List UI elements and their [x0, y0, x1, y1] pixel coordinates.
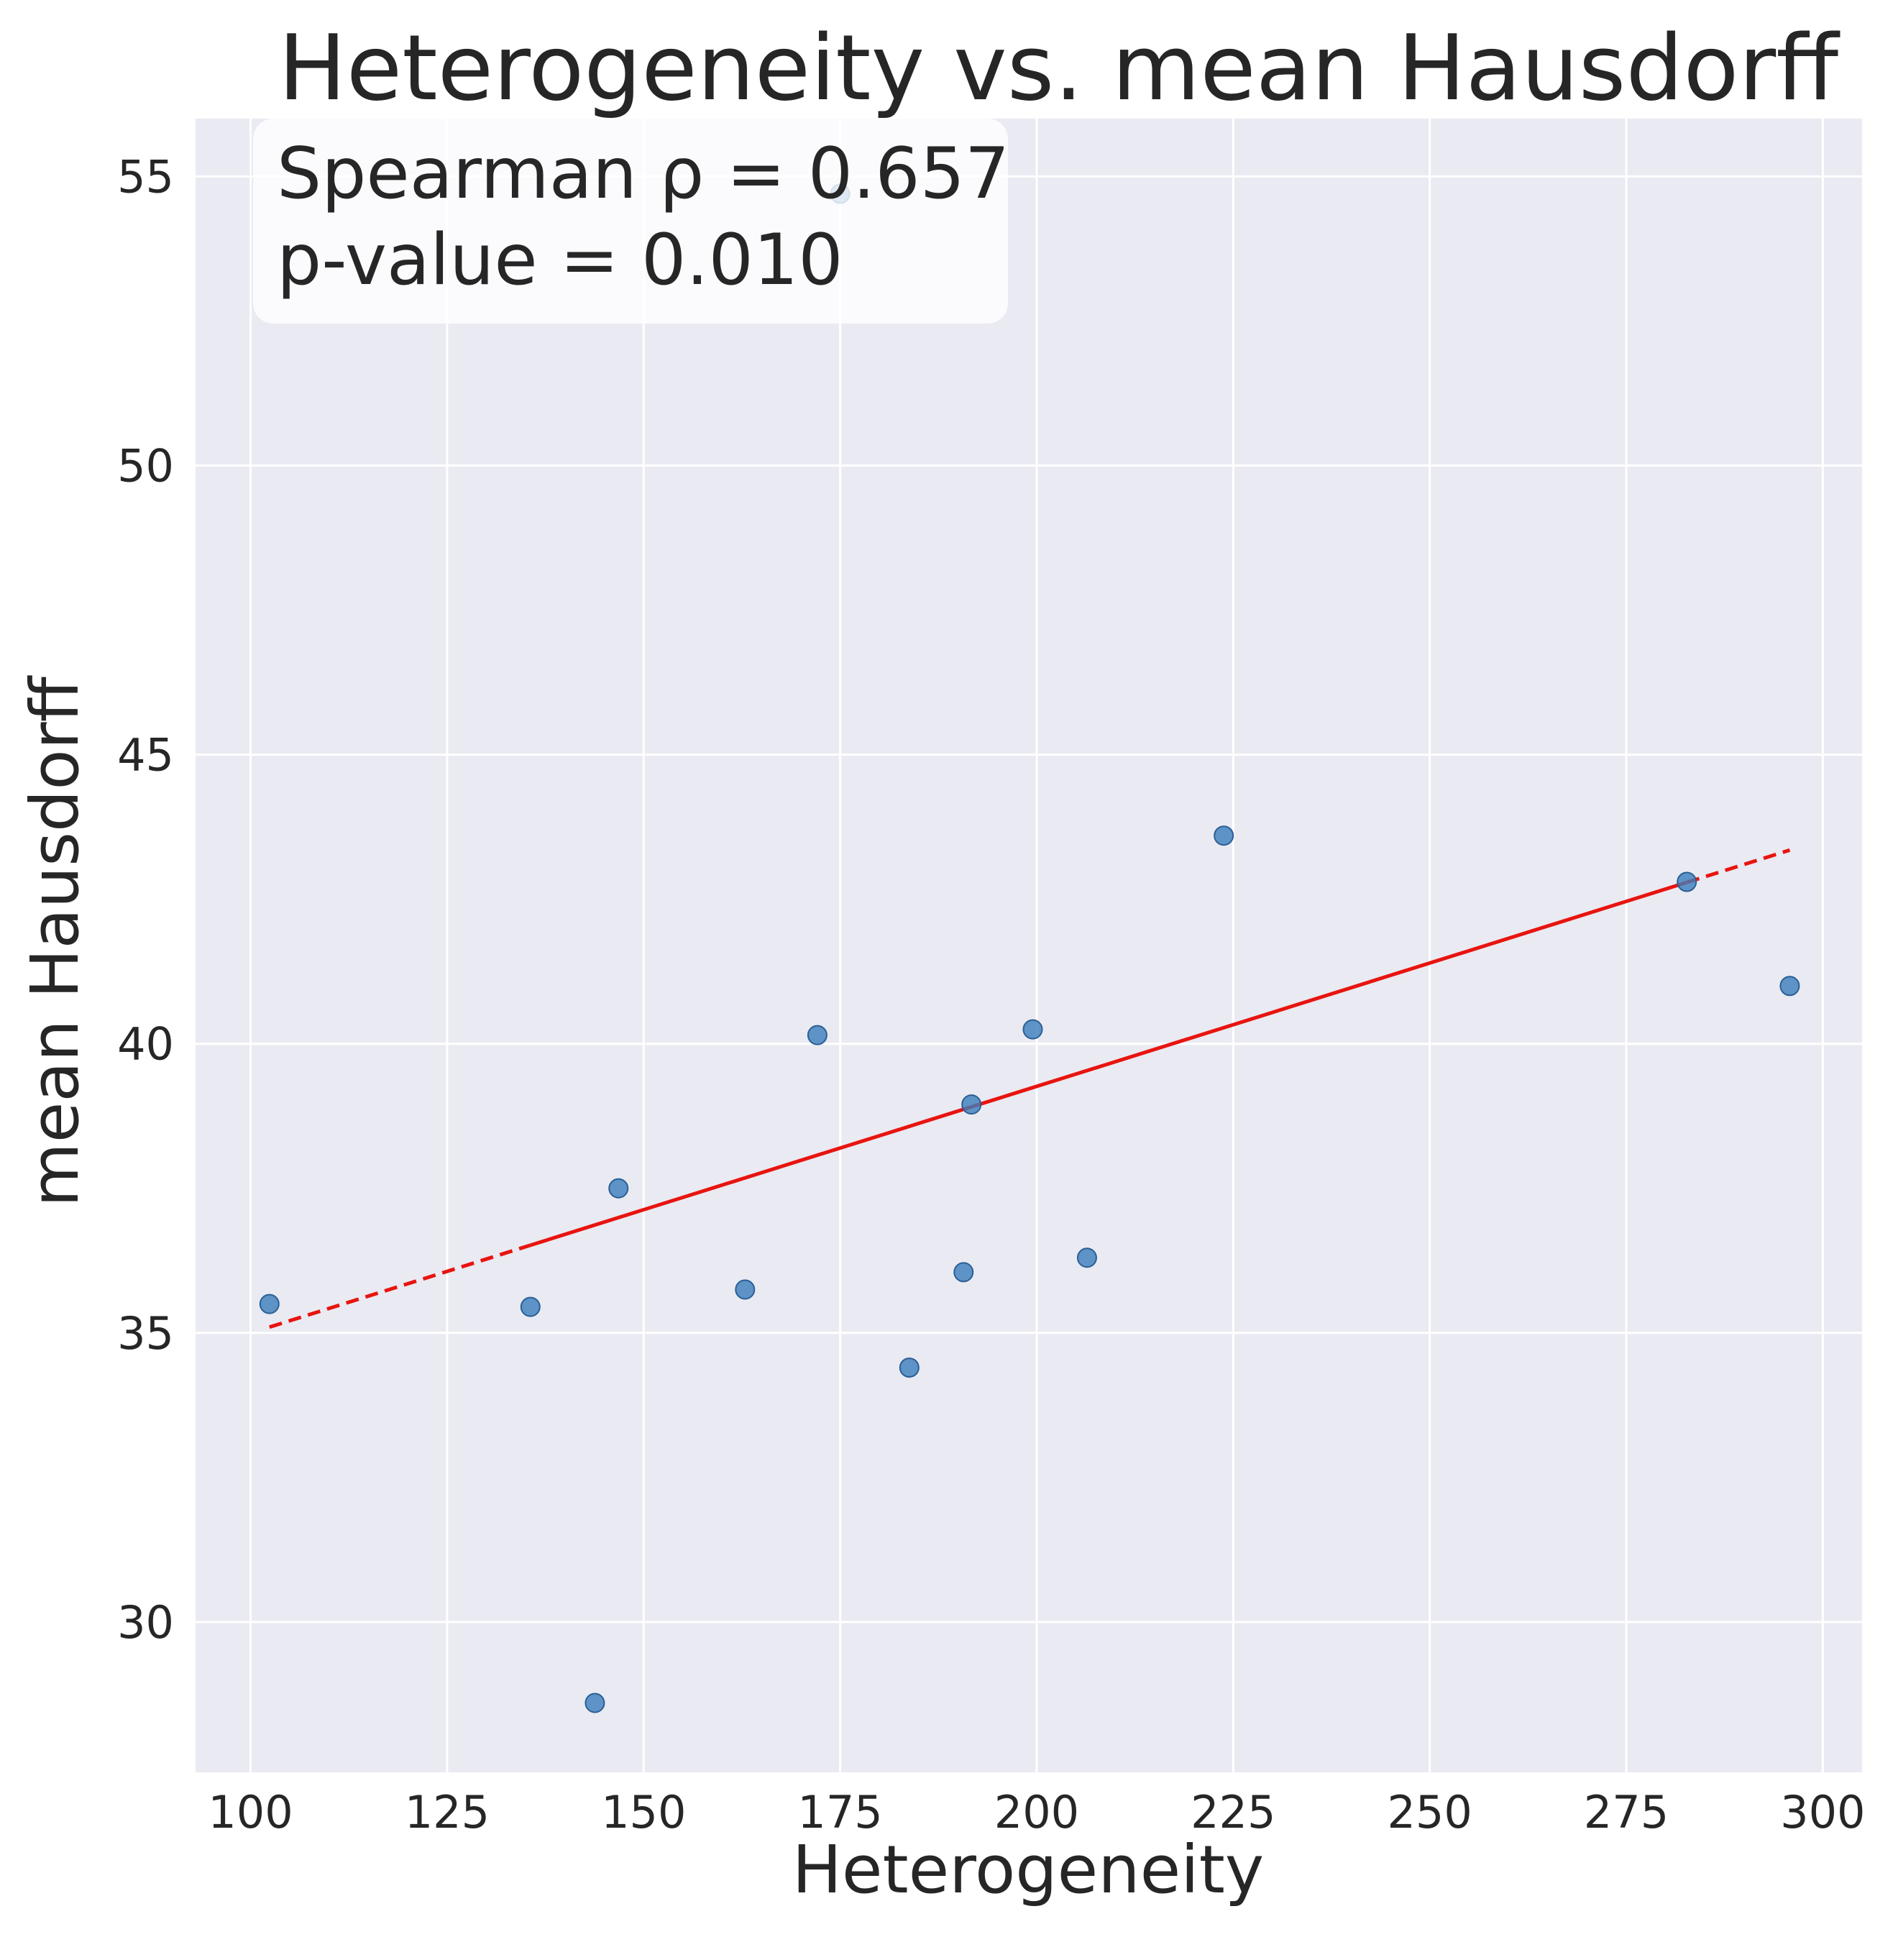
annotation-box: [253, 119, 1008, 324]
x-tick-label: 125: [405, 1786, 490, 1838]
x-tick-label: 200: [994, 1786, 1079, 1838]
y-tick-label: 40: [117, 1018, 174, 1071]
x-tick-label: 275: [1584, 1786, 1669, 1838]
fit-line-dashed-right: [1686, 848, 1791, 884]
y-tick-labels: 30 35 40 45 50 55: [117, 150, 174, 1648]
x-tick-label: 300: [1780, 1786, 1865, 1838]
data-point: [953, 1262, 974, 1283]
fit-line-dashed-left: [269, 1243, 531, 1329]
plot-background: [196, 119, 1862, 1772]
data-point: [259, 1293, 280, 1314]
annotation-spearman: Spearman ρ = 0.657: [277, 133, 1009, 215]
data-point: [520, 1296, 541, 1317]
x-tick-label: 175: [797, 1786, 882, 1838]
chart-title: Heterogeneity vs. mean Hausdorff: [278, 15, 1841, 121]
y-tick-label: 50: [117, 440, 174, 493]
y-tick-label: 35: [117, 1307, 174, 1360]
fit-line: [269, 848, 1791, 1329]
annotation-pvalue: p-value = 0.010: [277, 219, 843, 301]
data-point: [807, 1025, 828, 1045]
x-tick-label: 225: [1191, 1786, 1275, 1838]
data-point: [608, 1178, 629, 1199]
x-tick-labels: 100 125 150 175 200 225 250 275 300: [208, 1786, 1865, 1838]
y-axis-label: mean Hausdorff: [17, 674, 93, 1206]
x-tick-label: 100: [208, 1786, 293, 1838]
data-point: [961, 1094, 982, 1115]
data-point: [1022, 1019, 1043, 1040]
data-point: [1779, 976, 1800, 997]
x-tick-label: 250: [1387, 1786, 1472, 1838]
data-point: [1677, 871, 1697, 892]
data-point: [585, 1693, 605, 1713]
grid: [196, 119, 1862, 1772]
data-point: [1076, 1247, 1097, 1268]
x-tick-label: 150: [601, 1786, 686, 1838]
y-tick-label: 30: [117, 1596, 174, 1649]
y-tick-label: 45: [117, 729, 174, 782]
y-tick-label: 55: [117, 150, 174, 203]
fit-line-solid: [530, 880, 1687, 1247]
x-axis-label: Heterogeneity: [792, 1831, 1265, 1908]
stats-annotation: Spearman ρ = 0.657 p-value = 0.010: [253, 119, 1009, 324]
data-point: [735, 1279, 756, 1300]
data-point: [899, 1357, 920, 1378]
data-point: [1214, 825, 1234, 846]
